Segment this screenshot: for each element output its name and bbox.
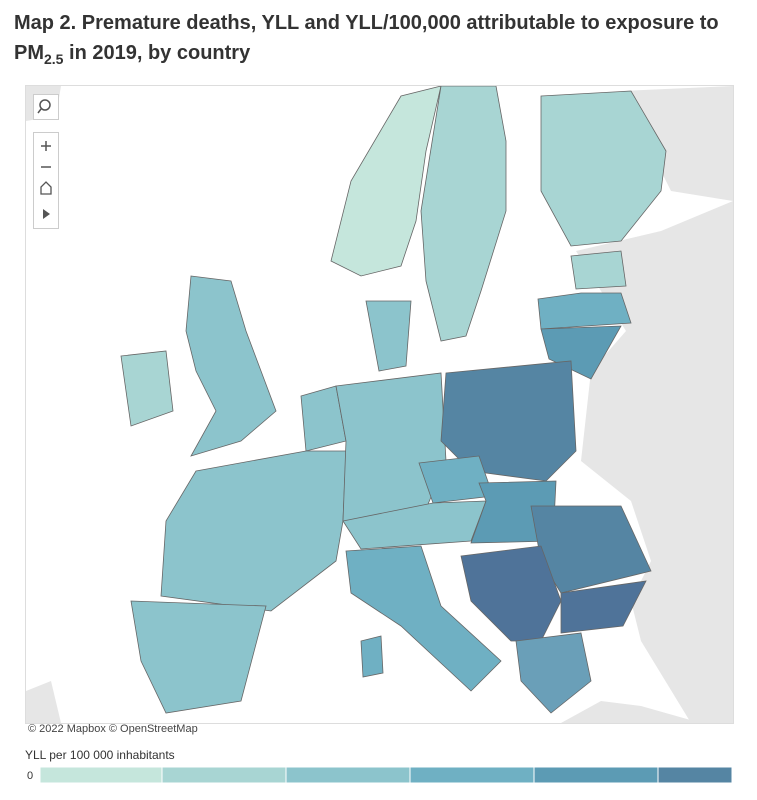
- united-kingdom: [185, 275, 277, 457]
- land-russia: [621, 86, 733, 201]
- finland: [540, 90, 667, 247]
- map-controls: [33, 94, 59, 229]
- search-icon-handle: [37, 108, 42, 114]
- estonia: [570, 250, 627, 290]
- latvia: [537, 292, 632, 330]
- land-africa: [26, 681, 61, 723]
- italy: [345, 545, 502, 692]
- map[interactable]: [25, 85, 734, 724]
- spain-portugal: [130, 600, 267, 714]
- legend-swatch: [285, 767, 411, 783]
- bulgaria: [560, 580, 647, 634]
- denmark: [365, 300, 412, 372]
- legend-title: YLL per 100 000 inhabitants: [25, 748, 175, 762]
- legend-swatch: [409, 767, 535, 783]
- norway: [330, 86, 442, 277]
- play[interactable]: [43, 209, 50, 219]
- france: [160, 450, 347, 612]
- map-canvas: [26, 86, 733, 723]
- lithuania: [540, 325, 622, 380]
- title-text: Map 2. Premature deaths, YLL and YLL/100…: [14, 12, 719, 64]
- legend-swatch: [657, 767, 732, 783]
- sweden: [420, 86, 507, 342]
- land-east: [576, 201, 733, 723]
- ireland: [120, 350, 174, 427]
- title: Map 2. Premature deaths, YLL and YLL/100…: [14, 8, 734, 74]
- land-south: [561, 701, 701, 723]
- legend-swatch: [40, 767, 163, 783]
- greece: [515, 632, 592, 714]
- attribution: © 2022 Mapbox © OpenStreetMap: [28, 723, 198, 735]
- zoom-in[interactable]: [41, 141, 51, 151]
- title-subscript: 2.5: [44, 51, 64, 67]
- legend-swatch: [161, 767, 287, 783]
- sardinia: [360, 635, 384, 678]
- legend-bar: [40, 767, 732, 783]
- search-button[interactable]: [33, 94, 59, 120]
- legend-low-label: 0: [27, 770, 34, 782]
- germany: [335, 372, 447, 522]
- title-suffix: in 2019, by country: [63, 42, 251, 64]
- search-icon: [39, 99, 51, 111]
- home[interactable]: [40, 181, 52, 195]
- legend-swatch: [533, 767, 659, 783]
